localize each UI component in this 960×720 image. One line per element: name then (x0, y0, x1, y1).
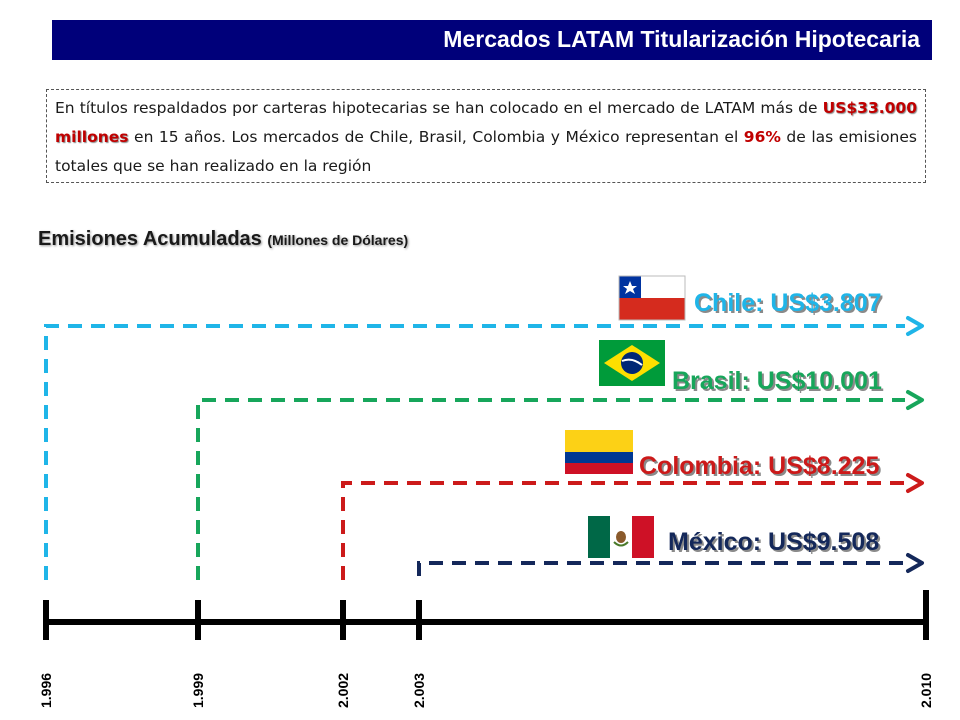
intro-amount: US$33.000 millones (55, 99, 917, 146)
intro-text-1: En títulos respaldados por carteras hipo… (55, 99, 823, 117)
timeline-axis: 1.996 1.999 2.002 2.003 2.010 (38, 590, 934, 708)
brasil-label: Brasil: US$10.001 (672, 367, 882, 395)
title-bar: Mercados LATAM Titularización Hipotecari… (52, 20, 932, 60)
colombia-label: Colombia: US$8.225 (639, 452, 879, 480)
intro-percent: 96% (743, 128, 781, 146)
intro-text-3: de las emisiones totales que se han real… (55, 128, 917, 175)
diagram-subtitle: Emisiones Acumuladas (Millones de Dólare… (38, 228, 408, 251)
chile-arrowhead (906, 316, 924, 336)
page-title: Mercados LATAM Titularización Hipotecari… (443, 26, 920, 52)
brasil-label-shadow: Brasil: US$10.001 (674, 369, 884, 397)
mexico-flag-icon (588, 516, 654, 558)
mexico-label: México: US$9.508 (668, 528, 879, 556)
brazil-flag-icon (599, 340, 665, 386)
intro-text-2: en 15 años. Los mercados de Chile, Brasi… (128, 128, 744, 146)
chile-label: Chile: US$3.807 (694, 289, 882, 317)
subtitle-main: Emisiones Acumuladas (38, 228, 262, 250)
intro-box: En títulos respaldados por carteras hipo… (46, 89, 926, 183)
mexico-label-shadow: México: US$9.508 (670, 530, 881, 558)
tick-label-2010: 2.010 (918, 673, 934, 708)
subtitle-unit: (Millones de Dólares) (267, 232, 409, 248)
colombia-arrowhead (906, 473, 924, 493)
brasil-dashed-line (196, 398, 905, 580)
mexico-arrowhead (906, 553, 924, 573)
brasil-arrowhead (906, 390, 924, 410)
chile-flag-icon (618, 275, 686, 321)
tick-label-2003: 2.003 (411, 673, 427, 708)
colombia-dashed-line (341, 481, 905, 580)
chile-dashed-line (44, 324, 905, 580)
tick-label-2002: 2.002 (335, 673, 351, 708)
tick-label-1996: 1.996 (38, 673, 54, 708)
tick-label-1999: 1.999 (190, 673, 206, 708)
chile-label-shadow: Chile: US$3.807 (696, 291, 884, 319)
colombia-label-shadow: Colombia: US$8.225 (641, 454, 881, 482)
colombia-flag-icon (565, 430, 633, 474)
mexico-dashed-line (417, 561, 905, 576)
